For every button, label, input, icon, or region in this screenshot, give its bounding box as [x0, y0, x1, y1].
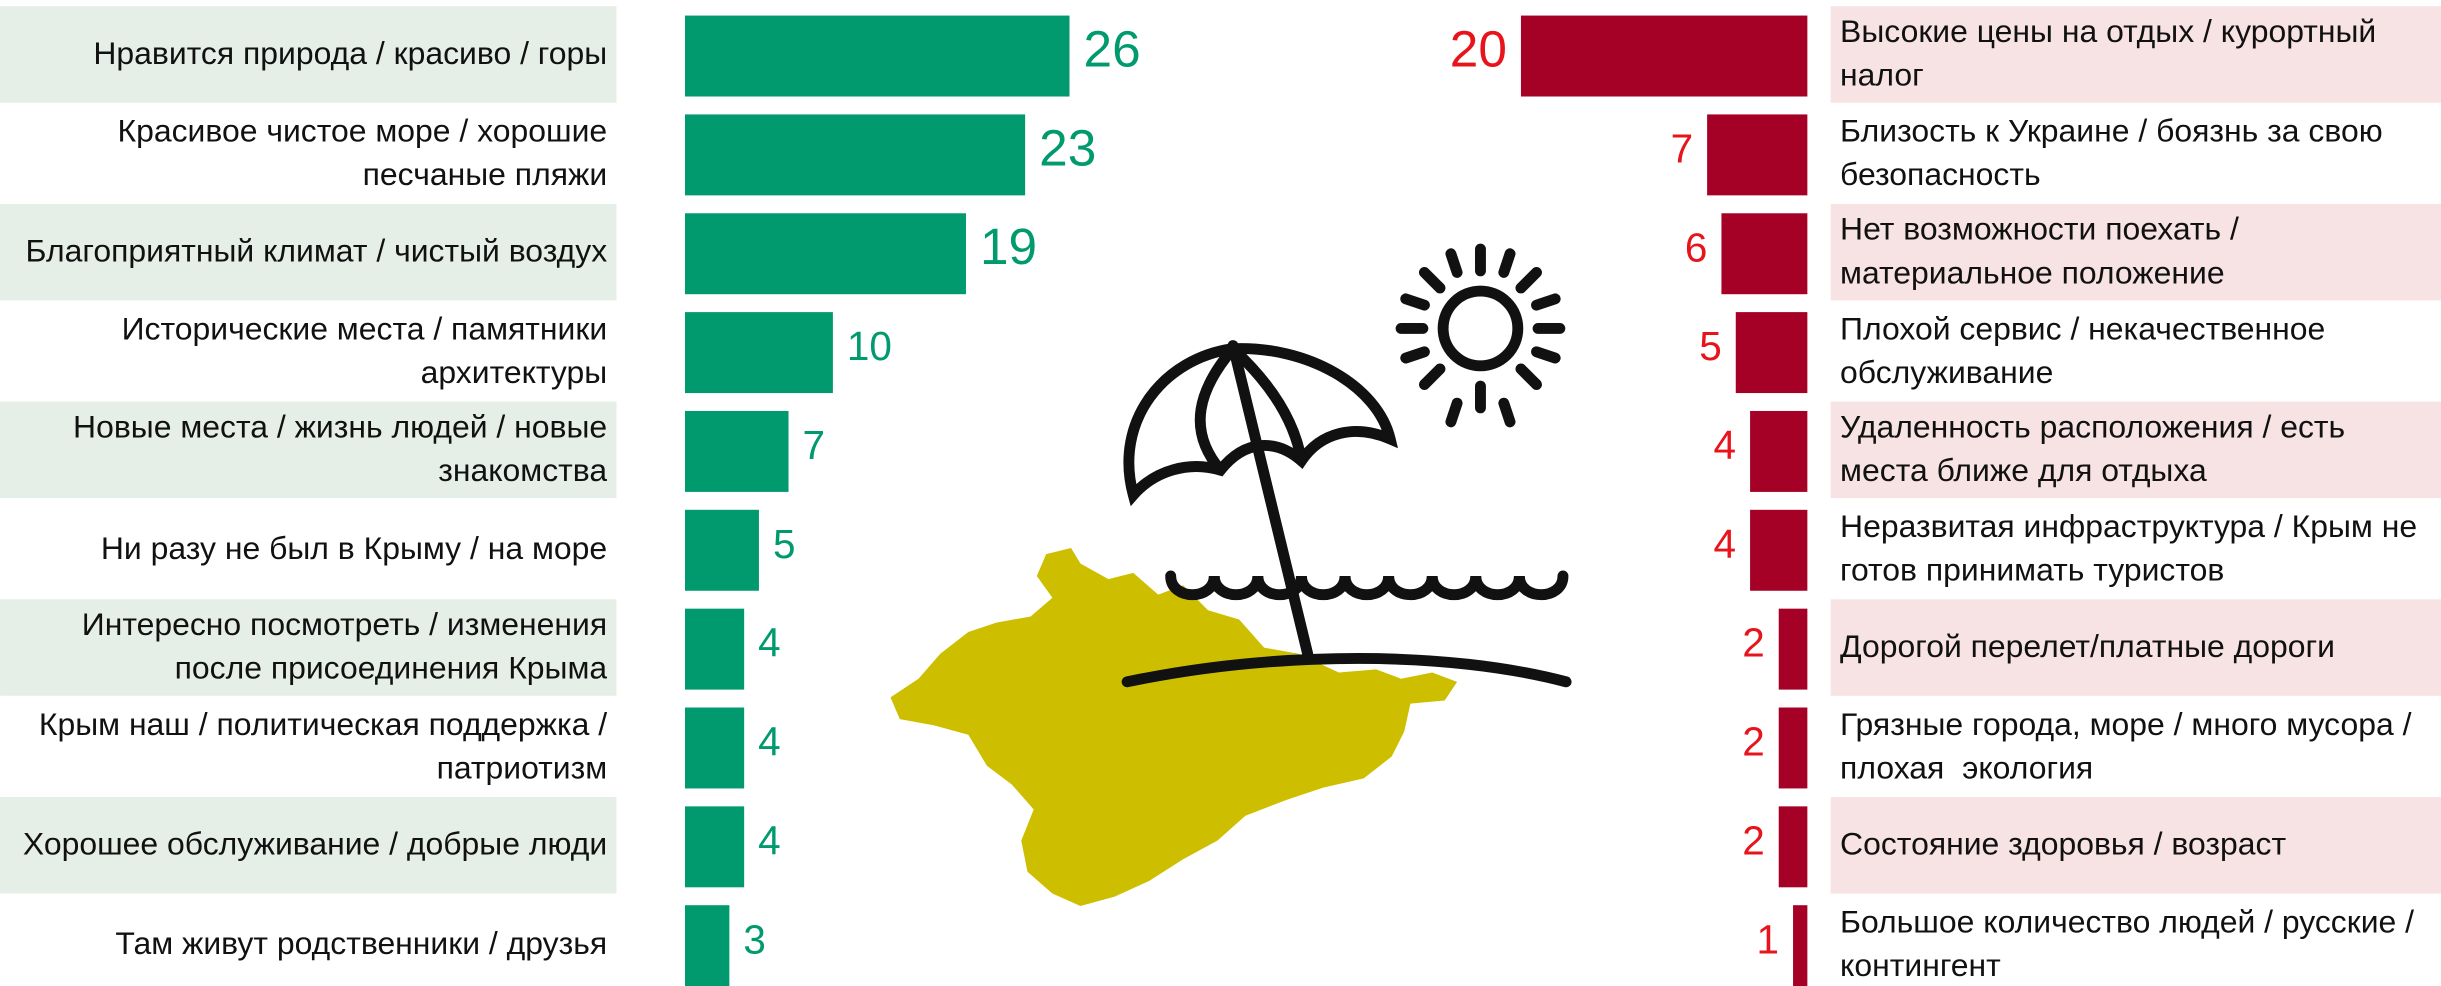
bar — [1778, 608, 1808, 690]
beach-icon — [1121, 243, 1572, 688]
bar — [685, 213, 966, 295]
bar — [1735, 312, 1808, 394]
category-label: Ни разу не был в Крыму / на море — [100, 530, 608, 566]
label-background — [1830, 797, 2441, 894]
value-label: 2 — [1742, 719, 1765, 765]
label-box: Нравится природа / красиво / горы — [93, 35, 608, 72]
category-label: Крым наш / политическая поддержка / патр… — [38, 705, 608, 786]
label-box: Нет возможности поехать / материальное п… — [1840, 211, 2248, 292]
value-label: 2 — [1742, 817, 1765, 863]
label-box: Удаленность расположения / есть места бл… — [1840, 409, 2355, 489]
bar — [1778, 707, 1808, 789]
bar — [1750, 410, 1808, 492]
label-box: Интересно посмотреть / изменения после п… — [81, 607, 608, 687]
category-label: Красивое чистое море / хорошие песчаные … — [117, 112, 608, 193]
bar — [685, 15, 1070, 97]
category-label: Близость к Украине / боязнь за свою безо… — [1840, 112, 2392, 193]
category-label: Состояние здоровья / возраст — [1840, 826, 2287, 863]
value-label: 7 — [803, 422, 826, 468]
category-label: Дорогой перелет/платные дороги — [1840, 628, 2335, 665]
value-label: 23 — [1039, 118, 1096, 176]
value-label: 3 — [743, 916, 766, 962]
label-background — [1830, 401, 2441, 499]
label-box: Плохой сервис / некачественное обслужива… — [1840, 310, 2335, 390]
value-label: 4 — [1714, 521, 1737, 567]
label-background — [0, 6, 617, 103]
label-background — [0, 203, 617, 301]
category-label: Исторические места / памятники архитекту… — [121, 310, 608, 390]
category-label: Грязные города, море / много мусора / пл… — [1840, 705, 2421, 786]
bar — [685, 114, 1026, 196]
value-label: 20 — [1450, 19, 1507, 77]
label-box: Неразвитая инфраструктура / Крым не гото… — [1840, 508, 2427, 588]
category-label: Нет возможности поехать / материальное п… — [1840, 211, 2248, 292]
category-label: Хорошее обслуживание / добрые люди — [22, 826, 608, 863]
value-label: 5 — [1699, 323, 1722, 369]
bar — [685, 312, 833, 394]
value-label: 4 — [758, 817, 781, 863]
category-label: Нравится природа / красиво / горы — [93, 35, 608, 72]
bar — [1707, 114, 1808, 196]
label-box: Исторические места / памятники архитекту… — [121, 310, 608, 390]
value-label: 7 — [1671, 125, 1694, 171]
category-label: Плохой сервис / некачественное обслужива… — [1840, 310, 2335, 390]
label-background — [0, 401, 617, 499]
category-label: Неразвитая инфраструктура / Крым не гото… — [1840, 508, 2427, 588]
category-label: Удаленность расположения / есть места бл… — [1840, 409, 2355, 489]
value-label: 4 — [758, 719, 781, 765]
label-box: Большое количество людей / русские / кон… — [1840, 903, 2423, 984]
label-background — [1830, 599, 2441, 696]
label-box: Там живут родственники / друзья — [115, 925, 608, 962]
label-box: Крым наш / политическая поддержка / патр… — [38, 705, 608, 786]
illustration — [890, 243, 1572, 906]
bar — [1778, 806, 1808, 888]
value-label: 4 — [1714, 422, 1737, 468]
label-box: Дорогой перелет/платные дороги — [1840, 628, 2335, 665]
bar — [685, 608, 745, 690]
label-background — [1830, 203, 2441, 301]
label-box: Высокие цены на отдых / курортный налог — [1840, 14, 2386, 94]
bar — [1750, 509, 1808, 591]
category-label: Высокие цены на отдых / курортный налог — [1840, 14, 2386, 94]
label-box: Новые места / жизнь людей / новые знаком… — [73, 409, 608, 489]
value-label: 19 — [980, 217, 1037, 275]
label-box: Красивое чистое море / хорошие песчаные … — [117, 112, 608, 193]
label-background — [1830, 6, 2441, 103]
label-background — [0, 599, 617, 696]
value-label: 10 — [847, 323, 892, 369]
value-label: 4 — [758, 620, 781, 666]
label-box: Состояние здоровья / возраст — [1840, 826, 2287, 863]
bar — [1793, 905, 1808, 986]
value-label: 26 — [1084, 19, 1141, 77]
bar — [685, 806, 745, 888]
bar — [685, 509, 759, 591]
value-label: 5 — [773, 521, 796, 567]
bar — [1520, 15, 1808, 97]
category-label: Там живут родственники / друзья — [115, 925, 608, 962]
bar — [685, 905, 730, 986]
label-box: Грязные города, море / много мусора / пл… — [1840, 705, 2421, 786]
bar — [1721, 213, 1808, 295]
category-label: Большое количество людей / русские / кон… — [1840, 903, 2423, 984]
bar — [685, 410, 789, 492]
value-label: 1 — [1757, 916, 1780, 962]
label-box: Хорошее обслуживание / добрые люди — [22, 826, 608, 863]
value-label: 6 — [1685, 224, 1708, 270]
category-label: Новые места / жизнь людей / новые знаком… — [73, 409, 608, 489]
crimea-map — [890, 547, 1458, 906]
label-box: Ни разу не был в Крыму / на море — [100, 530, 608, 566]
category-label: Интересно посмотреть / изменения после п… — [81, 607, 608, 687]
label-background — [0, 797, 617, 894]
bar — [685, 707, 745, 789]
value-label: 2 — [1742, 620, 1765, 666]
label-box: Близость к Украине / боязнь за свою безо… — [1840, 112, 2392, 193]
category-label: Благоприятный климат / чистый воздух — [25, 233, 608, 270]
label-box: Благоприятный климат / чистый воздух — [25, 233, 608, 270]
